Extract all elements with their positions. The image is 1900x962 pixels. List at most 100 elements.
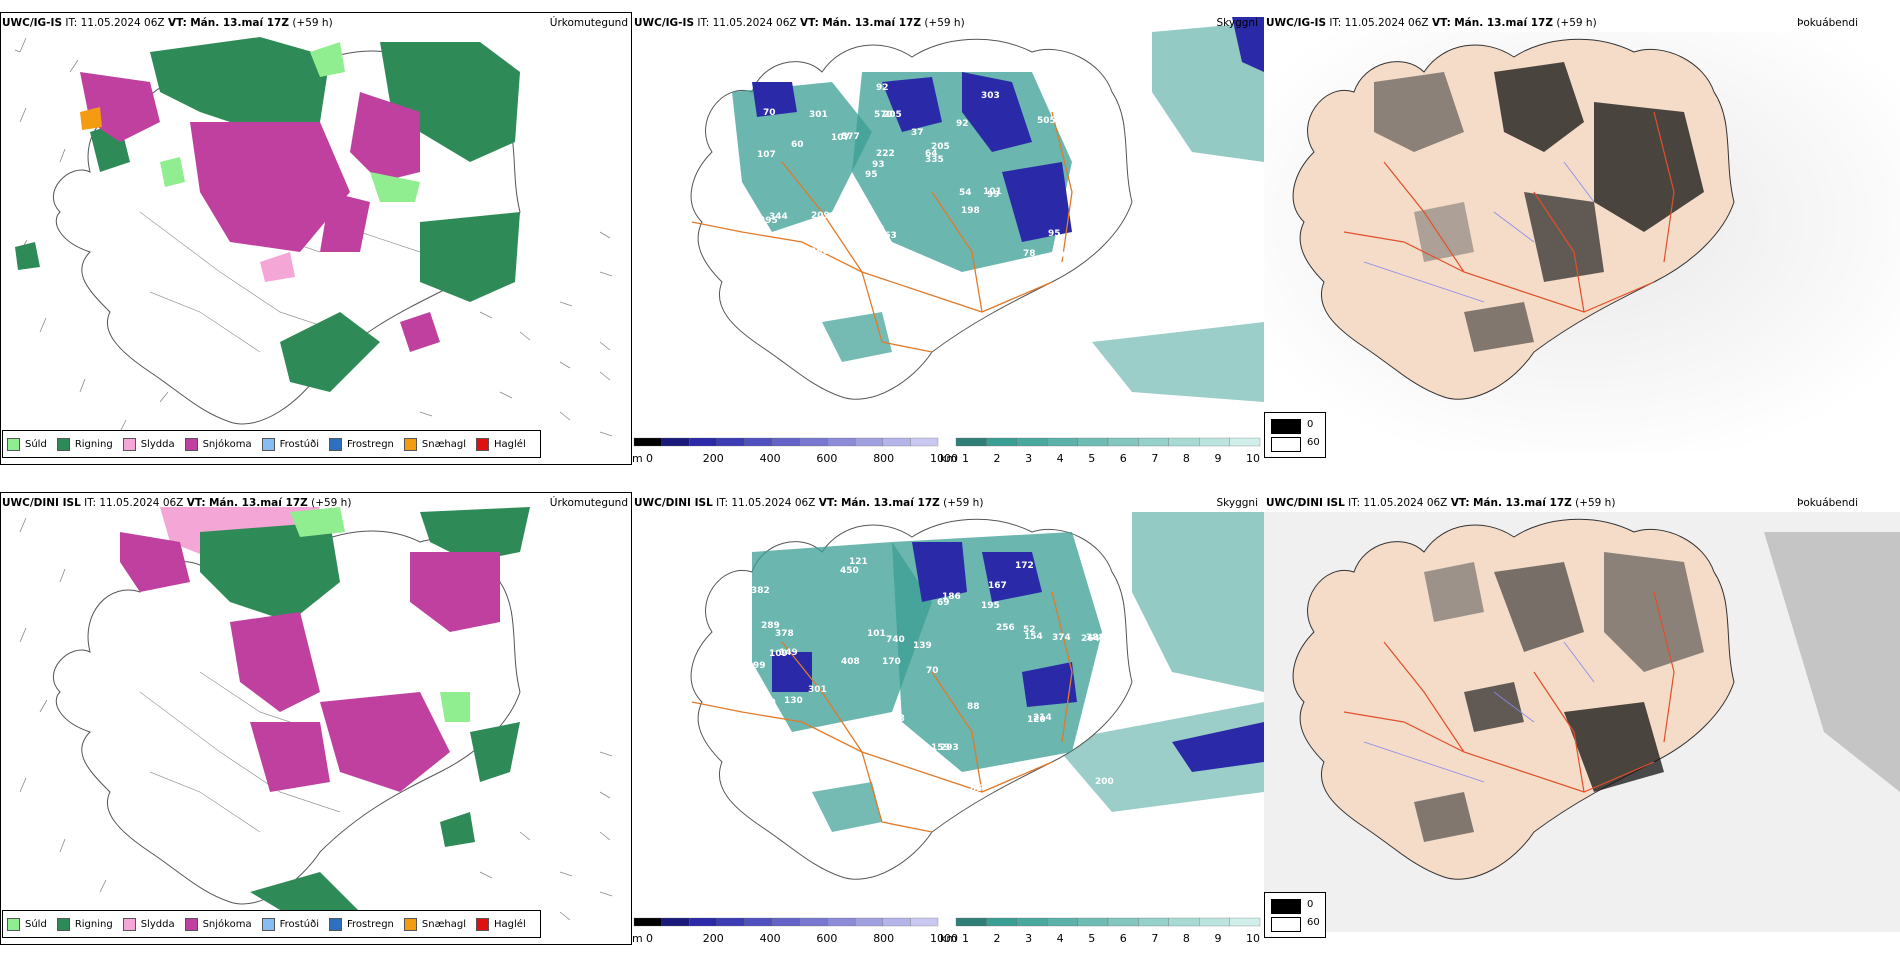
- visibility-value: 570: [874, 110, 893, 120]
- visibility-value: 293: [940, 743, 959, 753]
- legend-item: Súld: [7, 917, 47, 931]
- visibility-value: 139: [913, 641, 932, 651]
- visibility-value: 95: [1058, 127, 1071, 137]
- visibility-value: 81: [1088, 693, 1101, 703]
- legend-swatch: [476, 917, 490, 931]
- legend-swatch: [122, 917, 136, 931]
- visibility-value: 107: [757, 150, 776, 160]
- visibility-value: 155: [877, 847, 896, 857]
- valid-label: VT:: [818, 497, 838, 509]
- legend-item: Slydda: [122, 437, 175, 451]
- scale-cell: [716, 917, 745, 927]
- legend-swatch: [476, 437, 490, 451]
- scale-cell: [1047, 917, 1078, 927]
- visibility-value: 52: [1023, 625, 1036, 635]
- visibility-value: 128: [886, 714, 905, 724]
- visibility-value: 301: [809, 110, 828, 120]
- visibility-value: 195: [981, 601, 1000, 611]
- valid-time: Mán. 13.maí 17Z: [1472, 497, 1572, 509]
- visibility-value: 316: [746, 254, 765, 264]
- scale-tick: 200: [703, 932, 724, 945]
- scale-cell: [1229, 437, 1261, 447]
- precip-type-panel-row2: UWC/DINI ISL IT: 11.05.2024 06Z VT: Mán.…: [0, 492, 632, 962]
- visibility-value: 95: [1048, 229, 1061, 239]
- visibility-value: 170: [950, 847, 969, 857]
- scale-tick: 200: [703, 452, 724, 465]
- scale-cell: [689, 917, 718, 927]
- issue-time: IT: 11.05.2024 06Z: [1329, 17, 1429, 29]
- visibility-value: 78: [1023, 249, 1036, 259]
- model-label: UWC/DINI ISL: [2, 497, 81, 509]
- issue-time: IT: 11.05.2024 06Z: [697, 17, 797, 29]
- visibility-value: 98: [872, 225, 885, 235]
- scale-tick: 8: [1183, 932, 1190, 945]
- scale-tick: 1000: [930, 452, 958, 465]
- legend-swatch: [403, 917, 417, 931]
- legend-item: Haglél: [476, 917, 526, 931]
- scale-cell: [1107, 917, 1139, 927]
- scale-tick: 800: [873, 452, 894, 465]
- visibility-value: 159: [931, 743, 950, 753]
- legend-item: Rigning: [56, 437, 113, 451]
- panel-header: UWC/IG-IS IT: 11.05.2024 06Z VT: Mán. 13…: [634, 17, 965, 29]
- scale-cell: [772, 917, 800, 927]
- scale-cell: [661, 437, 690, 447]
- visibility-value: 374: [1052, 633, 1071, 643]
- scale-tick: 1: [962, 932, 969, 945]
- visibility-value: 200: [1095, 777, 1114, 787]
- scale-cell: [633, 437, 662, 447]
- panel-title: Úrkomutegund: [549, 17, 628, 29]
- fog-legend-row2: 0 60: [1264, 892, 1326, 938]
- scale-tick: 400: [760, 452, 781, 465]
- visibility-map-row1: 1061079395928205703734457712574205205997…: [690, 17, 1264, 402]
- legend-item: Slydda: [122, 917, 175, 931]
- legend-label: Snæhagl: [421, 438, 467, 450]
- visibility-value: 129: [1083, 95, 1102, 105]
- panel-header: UWC/DINI ISL IT: 11.05.2024 06Z VT: Mán.…: [634, 497, 983, 509]
- scale-cell: [799, 437, 828, 447]
- legend-label: Súld: [25, 438, 47, 450]
- visibility-value: 343: [738, 694, 757, 704]
- legend-item: Haglél: [476, 437, 526, 451]
- visibility-value: 125: [743, 241, 762, 251]
- scale-cell: [1077, 917, 1109, 927]
- precip-areas: [15, 37, 520, 392]
- scale-tick: 2: [994, 932, 1001, 945]
- legend-label: Frostúði: [279, 918, 319, 930]
- legend-swatch: [7, 437, 20, 451]
- scale-cell: [1168, 437, 1200, 447]
- scale-tick: 8: [1183, 452, 1190, 465]
- panel-title: Þokuábendi: [1797, 497, 1858, 509]
- visibility-value: 388: [1086, 633, 1105, 643]
- fog-map-row1: [1264, 32, 1900, 452]
- scale-tick: 0: [646, 932, 653, 945]
- visibility-value: 170: [882, 657, 901, 667]
- visibility-value: 264: [1081, 634, 1100, 644]
- precip-map-row1: [0, 12, 632, 465]
- cloud-areas: [732, 72, 1072, 362]
- scale-cell: [1229, 917, 1261, 927]
- visibility-value: 169: [914, 260, 933, 270]
- visibility-value: 266: [810, 247, 829, 257]
- scale-tick: 4: [1057, 932, 1064, 945]
- panel-header: UWC/DINI ISL IT: 11.05.2024 06Z VT: Mán.…: [1266, 497, 1615, 509]
- visibility-value: 85: [970, 784, 983, 794]
- model-label: UWC/DINI ISL: [634, 497, 713, 509]
- fog-legend-black-label: 0: [1307, 899, 1314, 910]
- visibility-value: 70: [763, 108, 776, 118]
- scale-cell: [1199, 917, 1230, 927]
- visibility-value: 95: [865, 170, 878, 180]
- scale-unit-m: m: [632, 932, 643, 945]
- legend-item: Snjókoma: [184, 437, 252, 451]
- scale-tick: 0: [646, 452, 653, 465]
- precip-areas: [120, 507, 530, 922]
- scale-cell: [854, 917, 883, 927]
- issue-time: IT: 11.05.2024 06Z: [84, 497, 184, 509]
- model-label: UWC/IG-IS: [634, 17, 695, 29]
- valid-label: VT:: [186, 497, 206, 509]
- visibility-value: 85: [1077, 134, 1090, 144]
- visibility-value: 395: [759, 216, 778, 226]
- fog-legend-white-label: 60: [1307, 437, 1320, 448]
- visibility-value: 101: [867, 629, 886, 639]
- legend-swatch: [184, 437, 198, 451]
